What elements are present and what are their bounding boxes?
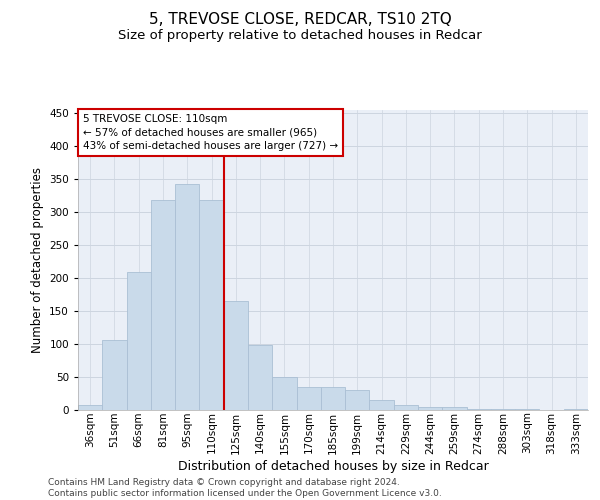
Bar <box>418 406 442 410</box>
Bar <box>442 408 467 410</box>
Bar <box>345 390 370 410</box>
Text: 5 TREVOSE CLOSE: 110sqm
← 57% of detached houses are smaller (965)
43% of semi-d: 5 TREVOSE CLOSE: 110sqm ← 57% of detache… <box>83 114 338 151</box>
Bar <box>394 404 418 410</box>
Y-axis label: Number of detached properties: Number of detached properties <box>31 167 44 353</box>
Bar <box>272 377 296 410</box>
Bar <box>78 406 102 410</box>
Bar <box>296 387 321 410</box>
Bar <box>224 301 248 410</box>
Bar <box>321 387 345 410</box>
X-axis label: Distribution of detached houses by size in Redcar: Distribution of detached houses by size … <box>178 460 488 473</box>
Bar <box>127 272 151 410</box>
Bar <box>199 200 224 410</box>
Bar <box>175 184 199 410</box>
Bar <box>467 408 491 410</box>
Bar <box>248 346 272 410</box>
Text: 5, TREVOSE CLOSE, REDCAR, TS10 2TQ: 5, TREVOSE CLOSE, REDCAR, TS10 2TQ <box>149 12 451 28</box>
Bar <box>370 400 394 410</box>
Text: Size of property relative to detached houses in Redcar: Size of property relative to detached ho… <box>118 29 482 42</box>
Text: Contains HM Land Registry data © Crown copyright and database right 2024.
Contai: Contains HM Land Registry data © Crown c… <box>48 478 442 498</box>
Bar <box>151 200 175 410</box>
Bar <box>102 340 127 410</box>
